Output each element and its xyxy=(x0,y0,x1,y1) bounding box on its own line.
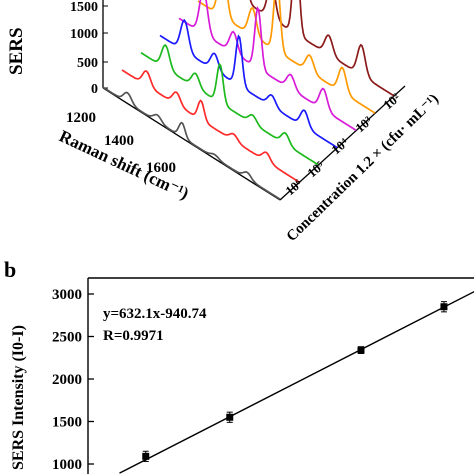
fit-line xyxy=(119,290,474,474)
y-axis-label-a: SERS xyxy=(6,27,27,75)
data-point xyxy=(440,303,448,311)
data-point xyxy=(142,452,150,460)
y-tick-label-b: 2500 xyxy=(52,330,82,346)
z-axis-line-a xyxy=(279,85,406,201)
correlation-coefficient: R=0.9971 xyxy=(103,328,164,344)
spectrum-line xyxy=(140,44,319,166)
y-tick-label-a: 500 xyxy=(77,56,98,71)
spectrum-line xyxy=(249,0,395,97)
y-tick-labels-a: 0 500 1000 1500 xyxy=(70,0,108,97)
fit-equation: y=632.1x-940.74 xyxy=(103,306,207,322)
data-point xyxy=(226,413,234,421)
y-tick-label-b: 1000 xyxy=(52,457,82,473)
spectrum-line xyxy=(102,86,281,200)
spectrum-line xyxy=(197,0,376,114)
spectra-lines xyxy=(102,0,395,200)
y-tick-label-a: 0 xyxy=(91,82,98,97)
y-tick-label-a: 1000 xyxy=(70,27,98,42)
y-axis-label-b: SERS Intensity (I0-I) xyxy=(10,325,27,470)
spectrum-line xyxy=(178,0,357,132)
x-tick-label-a: 1200 xyxy=(66,110,96,126)
y-tick-labels-b: 1000 1500 2000 2500 3000 xyxy=(52,287,94,473)
data-points xyxy=(142,301,448,462)
spectrum-line xyxy=(159,18,338,149)
y-tick-label-b: 2000 xyxy=(52,372,82,388)
x-tick-label-a: 1400 xyxy=(104,133,134,149)
x-tick-label-a: 1600 xyxy=(146,160,176,176)
fit-line-segment xyxy=(119,290,474,474)
y-tick-label-b: 3000 xyxy=(52,287,82,303)
x-tick-labels-a: 1200 1400 1600 xyxy=(66,110,176,176)
y-tick-label-a: 1500 xyxy=(70,0,98,15)
spectrum-line xyxy=(121,69,300,183)
data-point xyxy=(357,346,365,354)
y-tick-label-b: 1500 xyxy=(52,415,82,431)
z-tick-label-a: 10⁵ xyxy=(304,158,327,180)
scatter-chart: b SERS Intensity (I0-I) 1000 1500 2000 2500… xyxy=(4,257,474,474)
panel-b-label: b xyxy=(4,257,16,282)
z-tick-label-a: 10² xyxy=(380,90,403,112)
